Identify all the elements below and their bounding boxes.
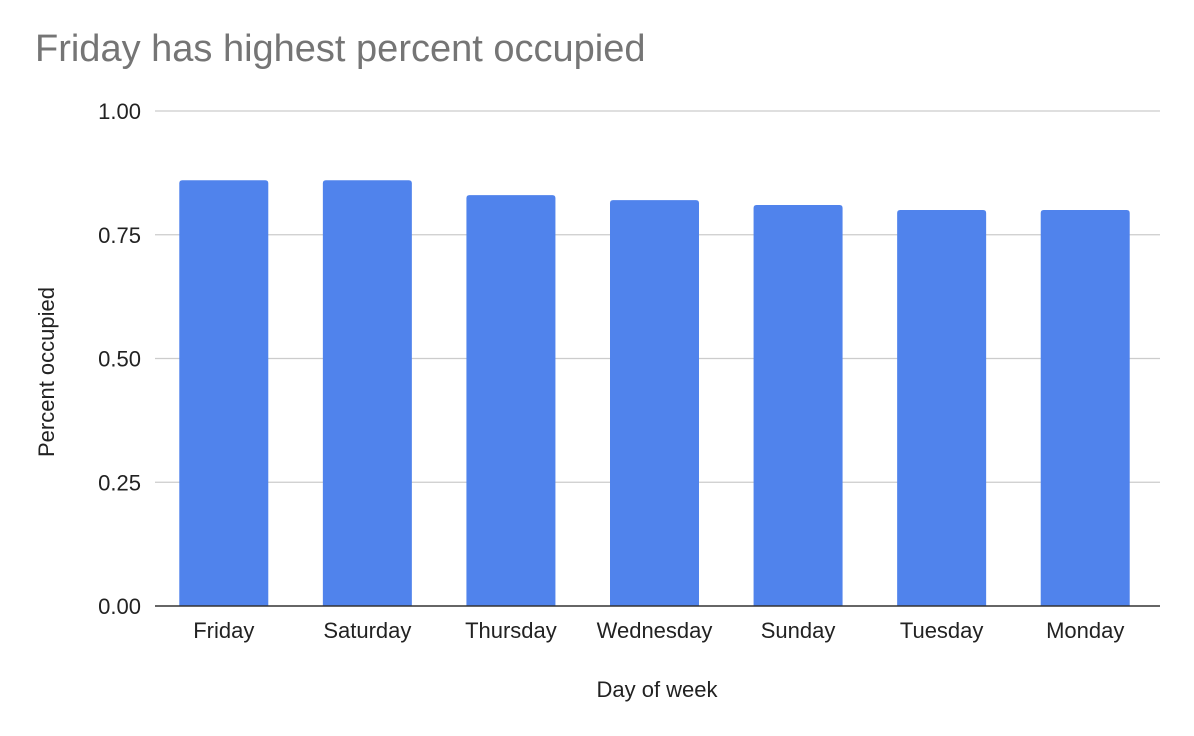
x-axis-title: Day of week — [596, 677, 718, 702]
x-tick-label: Wednesday — [597, 618, 713, 643]
x-tick-label: Saturday — [323, 618, 411, 643]
bar — [466, 195, 556, 606]
y-tick-label: 0.75 — [98, 223, 141, 248]
chart-title: Friday has highest percent occupied — [35, 28, 646, 70]
bar — [179, 180, 269, 607]
y-tick-label: 0.50 — [98, 347, 141, 372]
x-tick-label: Tuesday — [900, 618, 984, 643]
bar — [322, 180, 412, 607]
bar — [610, 200, 699, 606]
y-tick-label: 0.25 — [98, 470, 141, 495]
x-tick-label: Monday — [1046, 618, 1124, 643]
x-tick-label: Thursday — [465, 618, 557, 643]
x-tick-label: Sunday — [761, 618, 836, 643]
y-tick-label: 1.00 — [98, 99, 141, 124]
y-axis-title: Percent occupied — [34, 287, 59, 457]
bar — [1040, 210, 1130, 606]
x-tick-label: Friday — [193, 618, 254, 643]
bar — [897, 210, 987, 606]
bar — [753, 205, 843, 607]
y-tick-label: 0.00 — [98, 594, 141, 619]
